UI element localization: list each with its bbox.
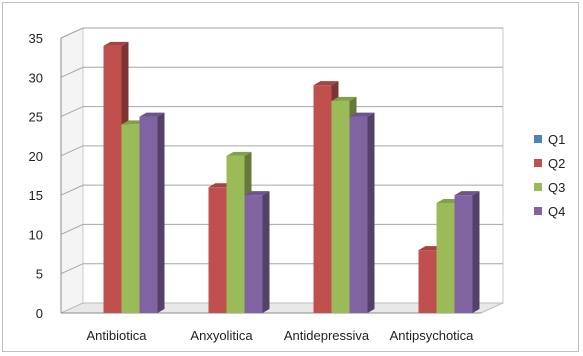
bar-front [244,195,263,313]
bar-top [313,81,339,86]
bar [349,112,375,313]
bar-side [367,112,375,313]
bar-front [418,250,437,313]
bar-front [121,124,140,313]
bar-top [454,191,480,196]
bars [103,41,480,314]
y-tick-label: 10 [29,227,43,242]
y-tick-label: 0 [36,306,43,321]
x-tick-label: Antibiotica [87,328,148,343]
bar-front [139,116,158,313]
bar [139,112,165,313]
bar-front [454,195,473,313]
legend: Q1 Q2 Q3 Q4 [534,132,565,219]
y-tick-label: 35 [29,31,43,46]
bar-front [313,85,332,314]
y-tick-label: 25 [29,110,43,125]
legend-label: Q4 [548,204,565,219]
x-tick-label: Antidepressiva [284,328,370,343]
legend-swatch [534,207,542,215]
y-tick-label: 30 [29,70,43,85]
side-wall [60,27,84,314]
bar-front [103,45,122,313]
legend-label: Q3 [548,180,565,195]
bar-top [103,41,129,46]
bar-side [262,191,270,313]
y-tick-label: 20 [29,149,43,164]
bar-top [244,191,270,196]
gridline [60,66,503,78]
bar-top [349,112,375,117]
bar-front [436,203,455,313]
legend-label: Q1 [548,132,565,147]
gridline [60,27,503,39]
bar [244,191,270,313]
bar-top [139,112,165,117]
x-tick-label: Antipsychotica [390,328,475,343]
gridline [60,106,503,118]
y-tick-label: 15 [29,188,43,203]
bar-front [349,116,368,313]
bar-top [226,151,252,156]
legend-swatch [534,159,542,167]
legend-swatch [534,183,542,191]
bar [454,191,480,313]
bar-top [331,96,357,101]
y-tick-label: 5 [36,267,43,282]
bar-front [331,100,350,313]
legend-label: Q2 [548,156,565,171]
bar-side [157,112,165,313]
x-tick-label: Anxyolitica [190,328,253,343]
legend-swatch [534,135,542,143]
x-axis-ticks: Antibiotica Anxyolitica Antidepressiva Anti… [87,328,475,343]
bar-front [226,155,245,313]
bar-front [208,187,227,313]
bar-side [472,191,480,313]
chart-frame: 0 5 10 15 20 25 30 35 Antibiotica Anxyolitica Ant… [2,2,579,352]
